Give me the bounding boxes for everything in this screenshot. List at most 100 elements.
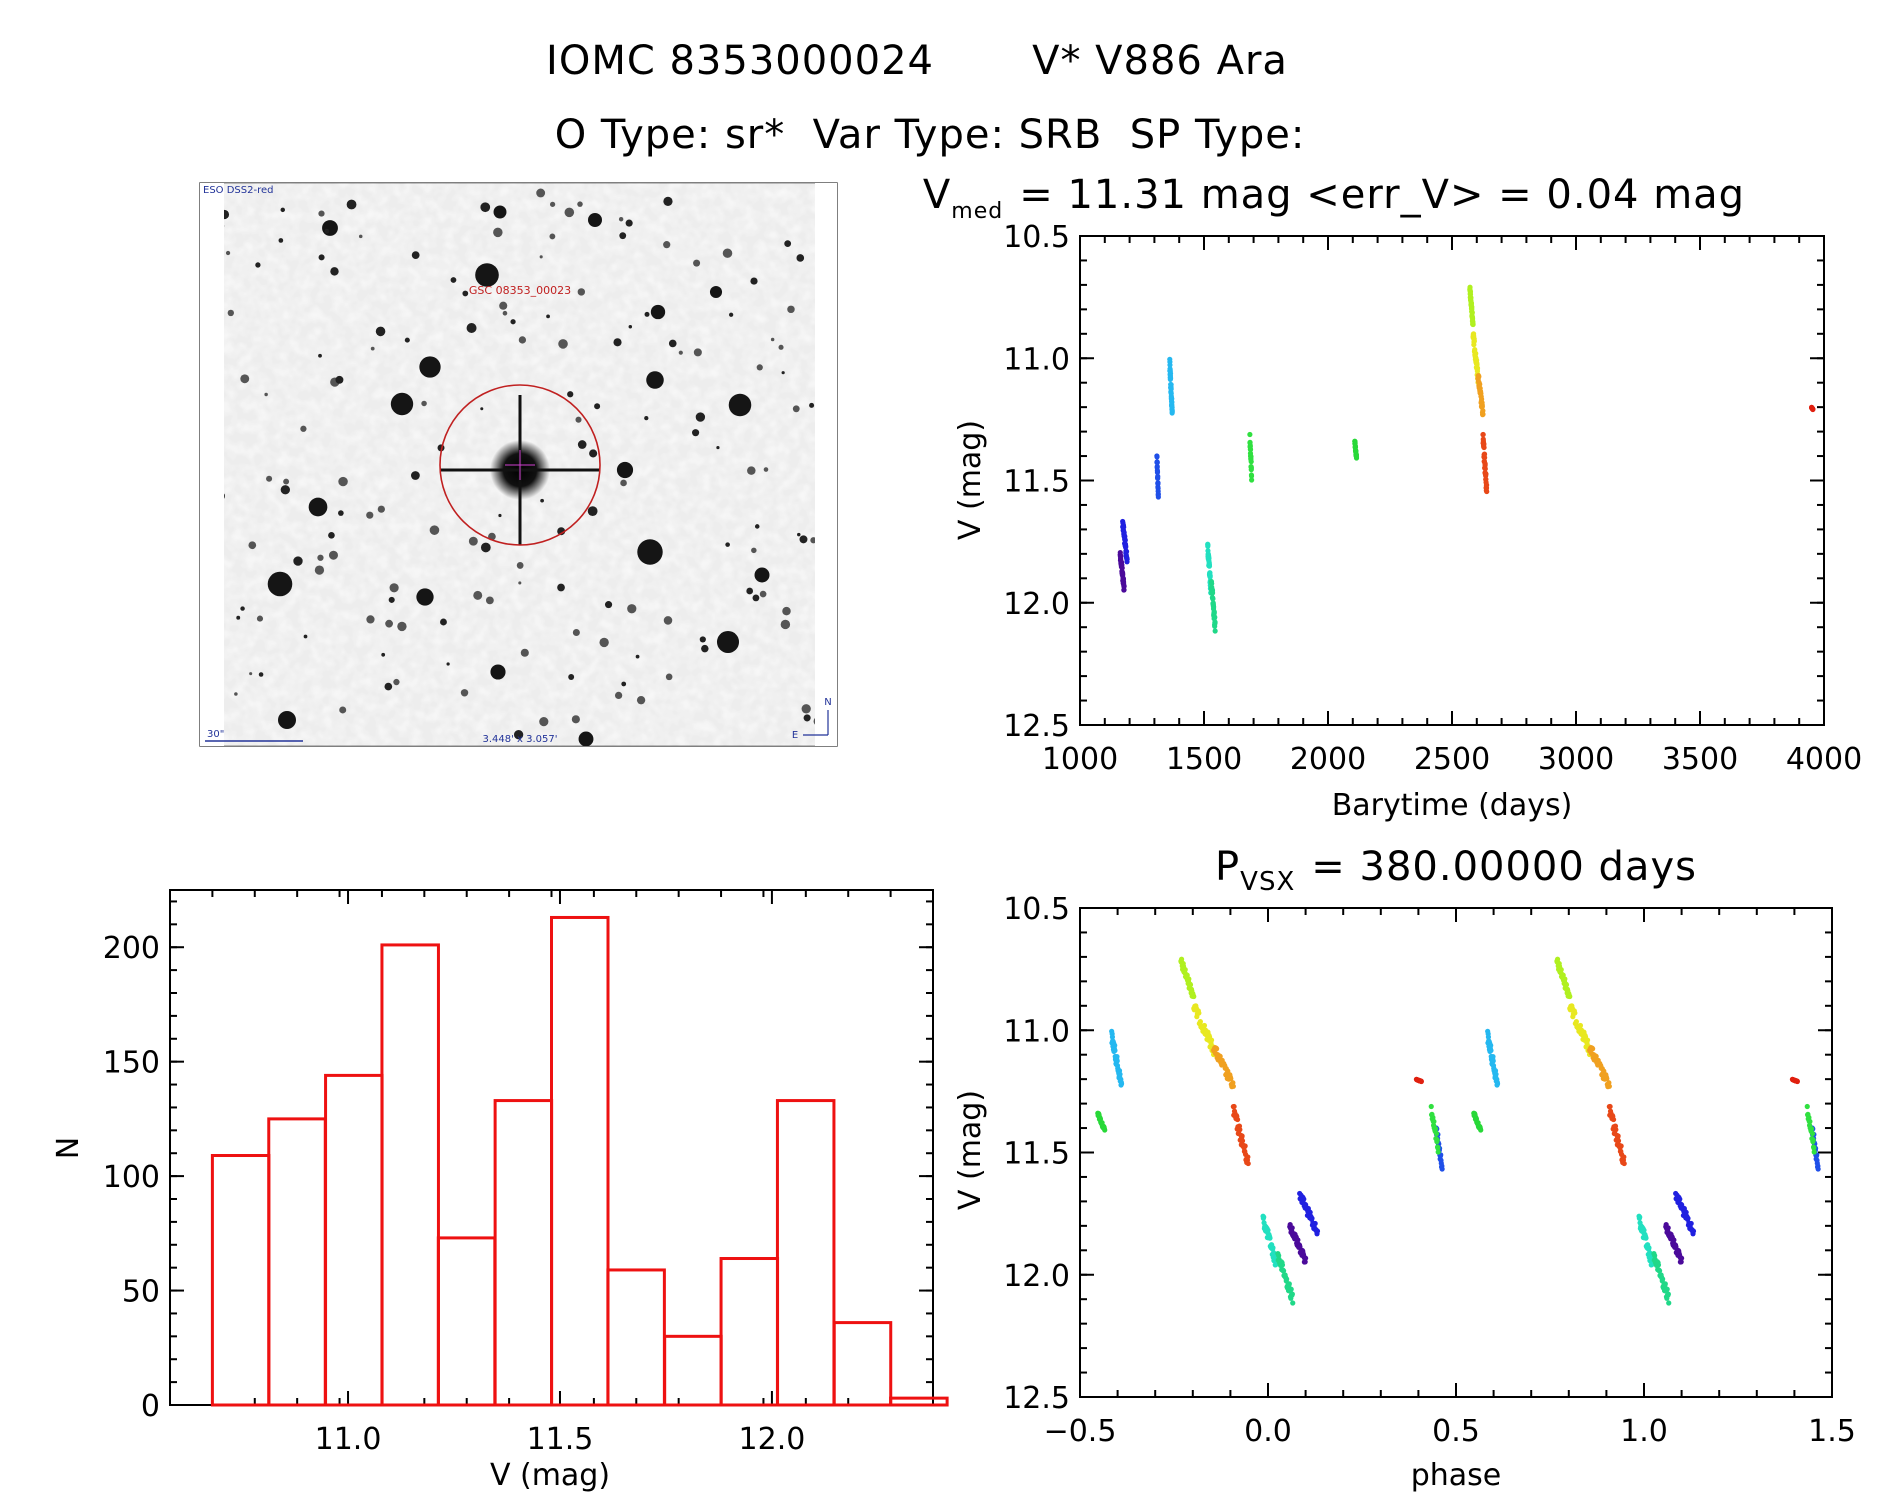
- phased-point: [1593, 1053, 1599, 1059]
- field-star: [699, 636, 706, 643]
- phased-point: [1678, 1259, 1684, 1265]
- field-star: [628, 324, 633, 329]
- x-tick-label: 1.0: [1620, 1414, 1668, 1449]
- phased-point: [1196, 1010, 1202, 1016]
- x-tick-label: 11.0: [315, 1422, 382, 1457]
- x-tick-label: 2500: [1414, 742, 1490, 777]
- phased-point: [1286, 1281, 1292, 1287]
- field-star: [293, 556, 303, 566]
- field-star: [429, 525, 440, 535]
- field-star: [346, 199, 357, 210]
- phased-point: [1590, 1046, 1596, 1052]
- field-star: [255, 262, 261, 268]
- field-star: [571, 715, 580, 724]
- phased-point: [1643, 1235, 1649, 1241]
- field-star: [248, 541, 257, 550]
- histogram-bar: [550, 915, 610, 1407]
- field-star: [695, 412, 706, 422]
- field-star: [796, 254, 805, 262]
- phased-point: [1577, 1022, 1584, 1029]
- field-star: [518, 581, 522, 585]
- lightcurve-frame: [1079, 235, 1825, 726]
- field-star: [468, 536, 478, 546]
- phased-point: [1810, 1137, 1816, 1143]
- phased-point: [1290, 1300, 1296, 1306]
- field-star: [280, 485, 290, 495]
- lightcurve-point: [1248, 465, 1254, 471]
- field-star: [557, 583, 565, 592]
- field-star: [594, 403, 601, 410]
- lightcurve-point: [1121, 587, 1127, 593]
- field-star: [240, 606, 245, 611]
- field-star: [499, 301, 508, 310]
- field-star: [575, 416, 582, 423]
- lightcurve-point: [1206, 563, 1213, 569]
- field-star: [572, 628, 580, 637]
- phased-point: [1671, 1237, 1677, 1243]
- field-star: [377, 505, 385, 513]
- y-tick-label: 12.5: [1003, 1381, 1070, 1416]
- lightcurve-point: [1482, 461, 1488, 467]
- lightcurve-point: [1155, 494, 1161, 500]
- field-star: [256, 615, 264, 622]
- field-star: [358, 234, 363, 239]
- phased-point: [1270, 1245, 1276, 1251]
- lightcurve-point: [1154, 459, 1160, 466]
- lightcurve-point: [1477, 381, 1483, 387]
- histogram-bar: [606, 1268, 666, 1407]
- phased-point: [1660, 1276, 1666, 1282]
- field-star: [746, 587, 754, 595]
- field-star: [390, 392, 414, 416]
- phased-point: [1646, 1245, 1652, 1251]
- phased-point: [1102, 1127, 1108, 1133]
- field-star: [462, 290, 469, 297]
- phased-point: [1494, 1081, 1501, 1087]
- field-star: [240, 374, 250, 384]
- field-star: [314, 565, 325, 575]
- y-tick-label: 10.5: [1003, 220, 1070, 255]
- lightcurve-point: [1212, 628, 1218, 634]
- field-star: [338, 510, 344, 516]
- phased-point: [1439, 1166, 1445, 1172]
- lightcurve-title-rest: = 11.31 mag <err_V> = 0.04 mag: [1019, 172, 1745, 218]
- phased-point: [1618, 1143, 1624, 1149]
- field-star: [709, 285, 723, 299]
- phased-point: [1288, 1286, 1294, 1292]
- field-star: [650, 304, 666, 320]
- x-tick-label: 2000: [1290, 742, 1366, 777]
- x-tick-label: 12.0: [739, 1422, 806, 1457]
- lightcurve-title-prefix: V: [923, 172, 951, 218]
- lightcurve-point: [1212, 614, 1218, 620]
- field-star: [588, 213, 602, 227]
- field-star: [701, 644, 709, 653]
- x-tick-label: 3000: [1538, 742, 1614, 777]
- lightcurve-point: [1479, 403, 1485, 410]
- phased-ylabel: V (mag): [953, 1090, 988, 1210]
- target-circle: [439, 384, 601, 546]
- field-star: [416, 588, 434, 606]
- star-label: GSC 08353_00023: [469, 284, 571, 297]
- field-star: [803, 714, 811, 722]
- field-star: [747, 466, 756, 475]
- field-star: [490, 664, 506, 680]
- field-star: [411, 471, 420, 480]
- y-tick-label: 11.0: [1003, 342, 1070, 377]
- field-star: [546, 314, 550, 319]
- lightcurve-point: [1248, 454, 1254, 460]
- phased-point: [1606, 1083, 1612, 1089]
- phased-point: [1231, 1103, 1237, 1110]
- x-tick-label: 4000: [1786, 742, 1862, 777]
- phased-point: [1281, 1268, 1287, 1274]
- fov-label: 3.448' x 3.057': [482, 734, 557, 745]
- field-star: [750, 277, 758, 285]
- phased-point: [1688, 1220, 1694, 1227]
- phased-point: [1118, 1081, 1125, 1087]
- histogram-bar: [663, 1334, 723, 1407]
- field-star: [385, 619, 393, 628]
- lightcurve-point: [1155, 480, 1161, 486]
- field-star: [781, 371, 785, 375]
- phased-point: [1302, 1259, 1308, 1265]
- lightcurve-point: [1469, 310, 1475, 316]
- lightcurve-points: [1117, 284, 1816, 634]
